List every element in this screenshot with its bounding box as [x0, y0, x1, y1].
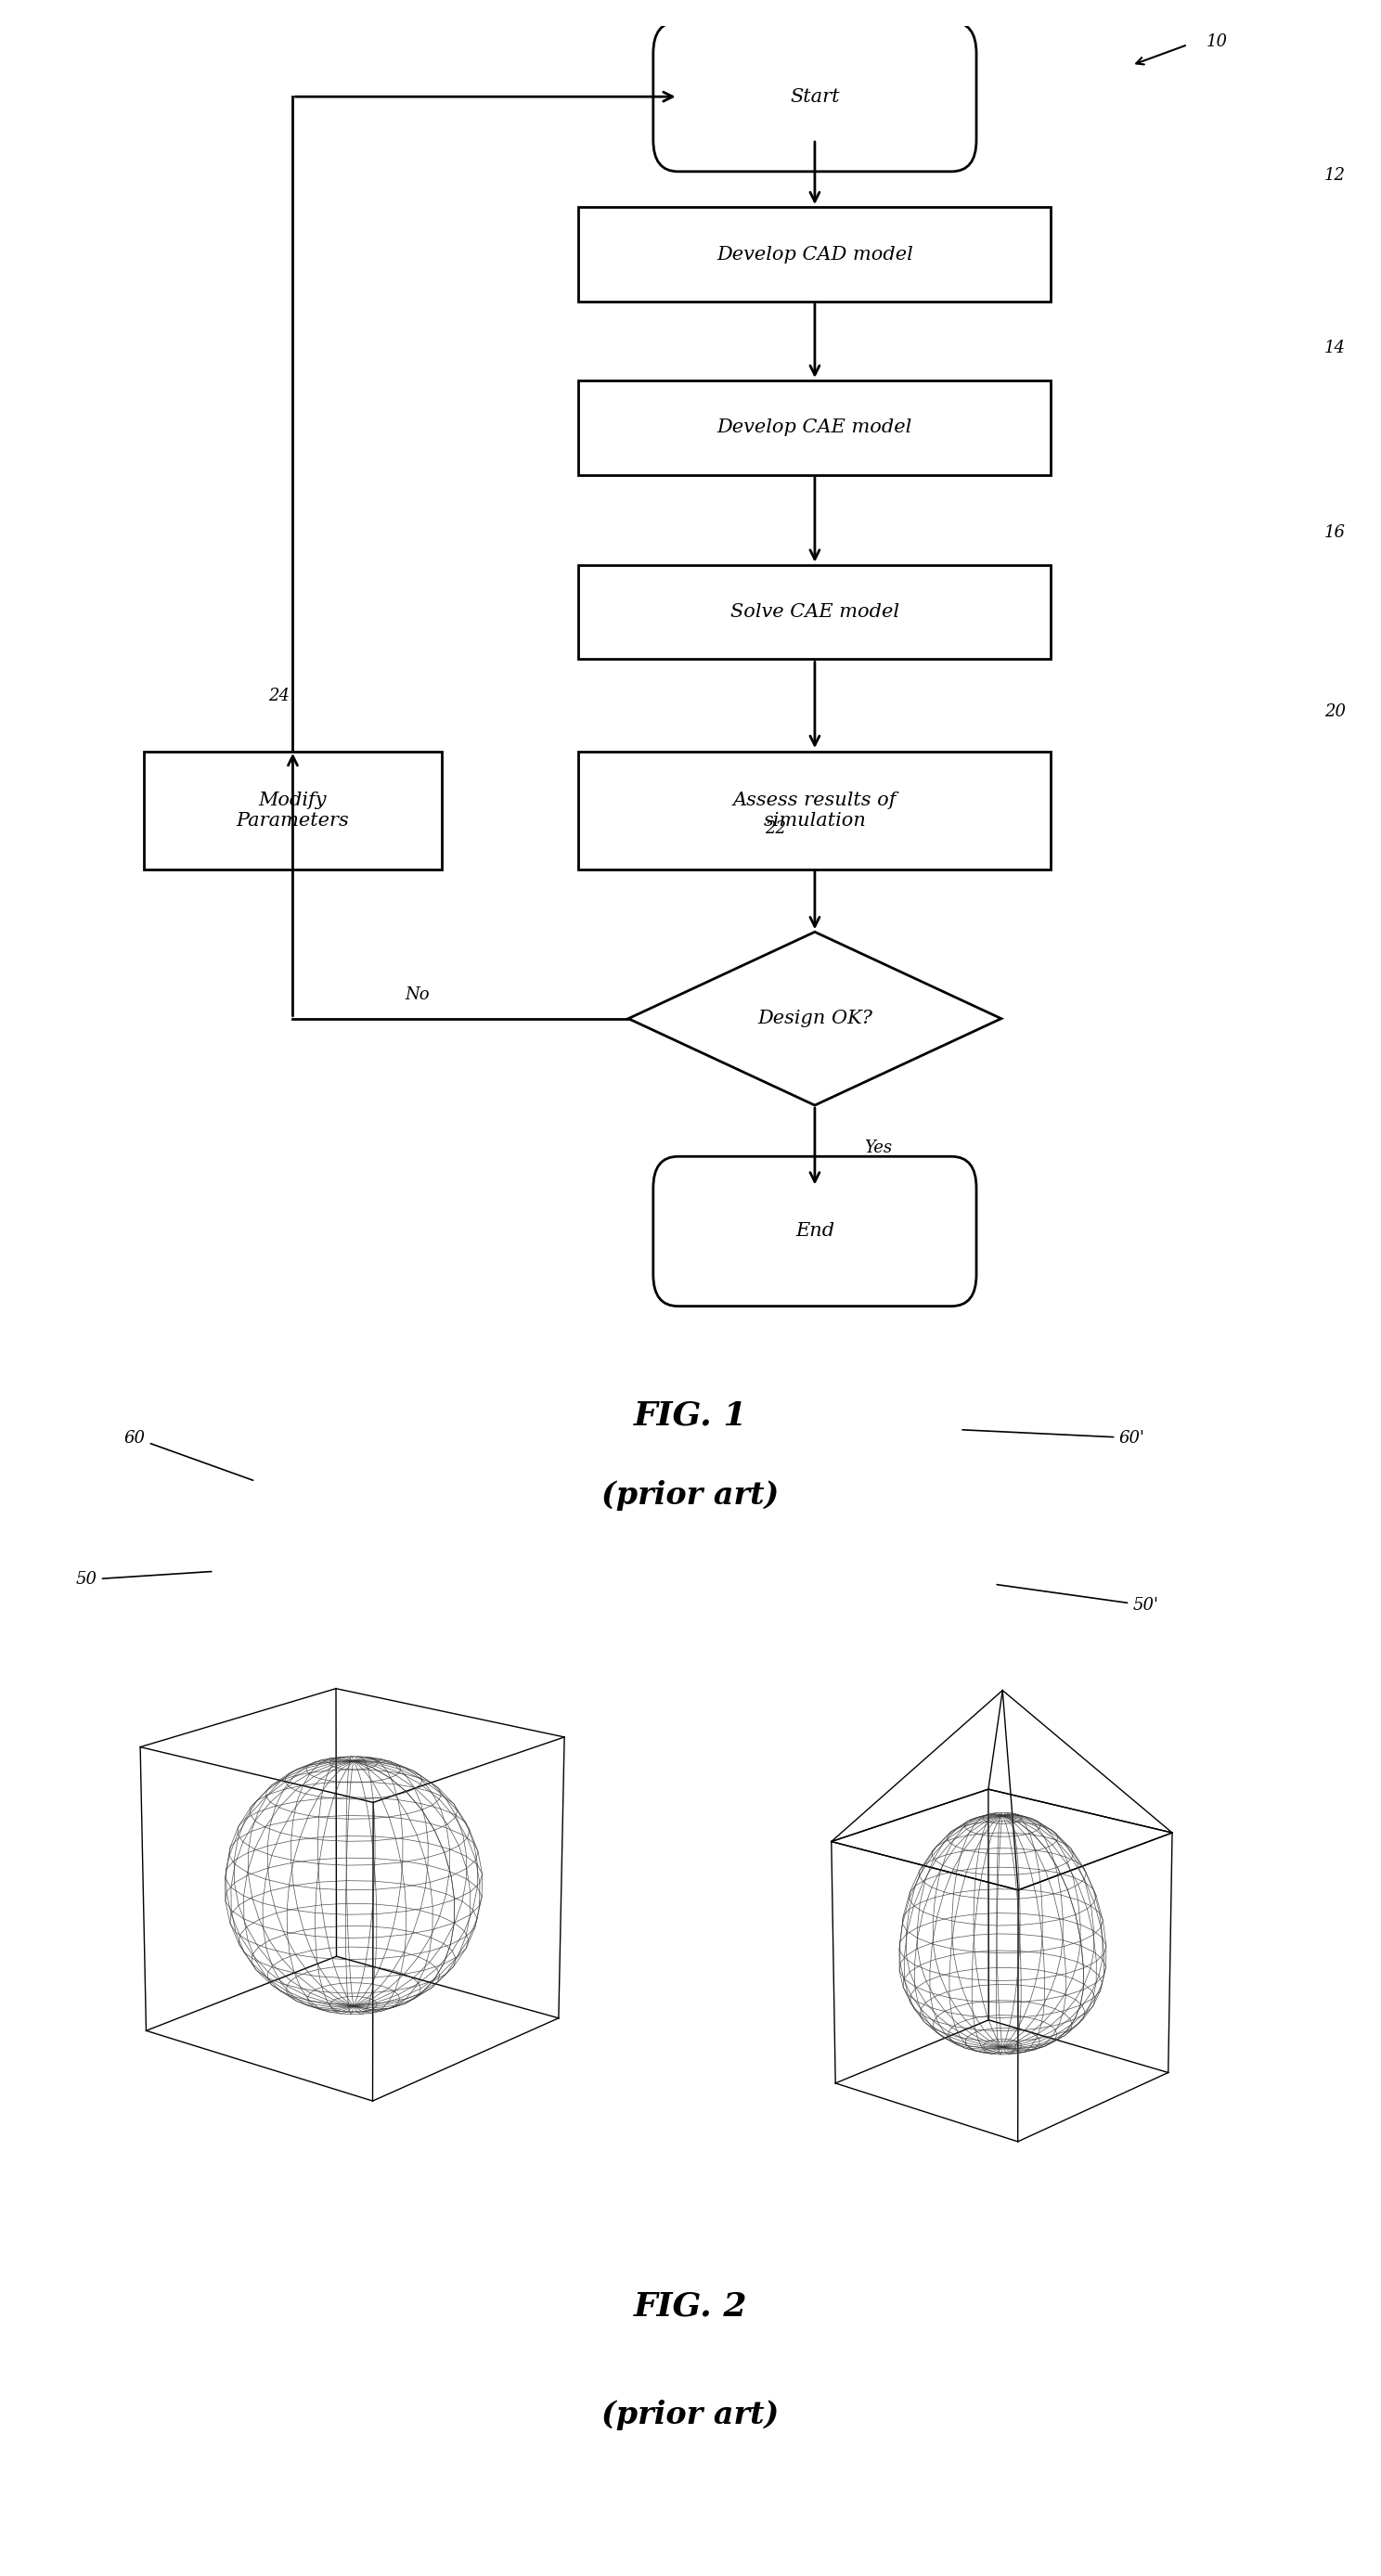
Text: 50': 50' — [997, 1584, 1159, 1613]
Text: FIG. 1: FIG. 1 — [634, 1399, 747, 1432]
Bar — [144, 752, 442, 871]
Text: 16: 16 — [1324, 526, 1345, 541]
Text: (prior art): (prior art) — [602, 1479, 779, 1510]
Text: Design OK?: Design OK? — [757, 1010, 873, 1028]
Text: 60': 60' — [963, 1430, 1145, 1445]
Text: Develop CAD model: Develop CAD model — [717, 245, 913, 263]
Text: (prior art): (prior art) — [602, 2401, 779, 2429]
Text: Modify
Parameters: Modify Parameters — [236, 791, 349, 829]
Text: 22: 22 — [765, 822, 786, 837]
Text: 60: 60 — [124, 1430, 253, 1481]
Text: 20: 20 — [1324, 703, 1345, 719]
Text: Solve CAE model: Solve CAE model — [731, 603, 899, 621]
Text: 10: 10 — [1207, 33, 1228, 49]
Bar — [579, 206, 1051, 301]
Text: 50: 50 — [76, 1571, 211, 1587]
Text: Assess results of
simulation: Assess results of simulation — [733, 791, 896, 829]
Text: Develop CAE model: Develop CAE model — [717, 420, 913, 435]
Text: Start: Start — [790, 88, 840, 106]
Bar — [579, 564, 1051, 659]
Text: Yes: Yes — [865, 1139, 892, 1157]
Text: No: No — [405, 987, 429, 1005]
Bar — [579, 381, 1051, 474]
FancyBboxPatch shape — [653, 1157, 976, 1306]
Text: 24: 24 — [268, 688, 289, 703]
Text: FIG. 2: FIG. 2 — [634, 2290, 747, 2321]
Polygon shape — [628, 933, 1001, 1105]
Text: 14: 14 — [1324, 340, 1345, 355]
Bar — [579, 752, 1051, 871]
Text: 12: 12 — [1324, 167, 1345, 183]
FancyBboxPatch shape — [653, 21, 976, 173]
Text: End: End — [795, 1224, 834, 1239]
